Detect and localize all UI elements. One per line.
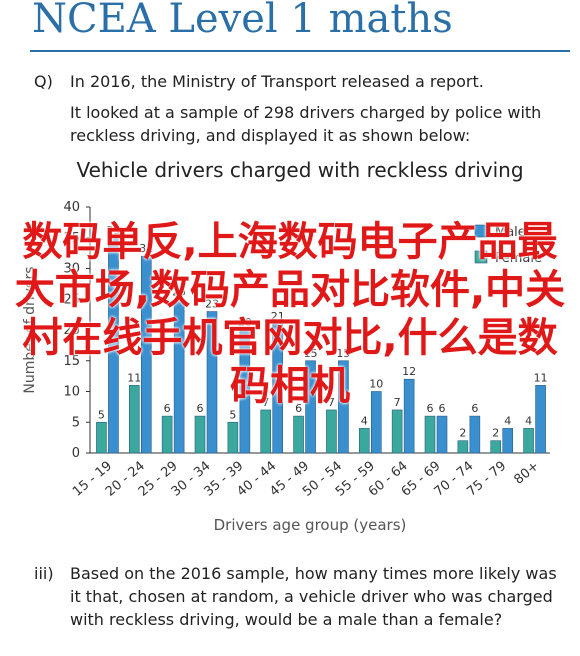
value-label: 7: [262, 396, 269, 409]
bar: [436, 415, 448, 454]
value-label: 5: [98, 408, 105, 421]
bar: [272, 323, 284, 454]
x-axis-label: Drivers age group (years): [214, 516, 407, 534]
value-label: 6: [197, 402, 204, 415]
bar: [490, 440, 502, 454]
x-tick-label: 80+: [511, 459, 542, 488]
bar: [108, 237, 119, 454]
legend-swatch: [474, 250, 488, 264]
y-axis-label: Number of drivers: [22, 266, 38, 393]
title-rule: [30, 50, 570, 52]
value-label: 6: [164, 402, 171, 415]
value-label: 11: [534, 371, 548, 384]
watermark-text: 数码单反,上海数码电子产品最大市场,数码产品对比软件,中关村在线手机官网对比,什…: [14, 219, 566, 409]
value-label: 6: [439, 402, 446, 415]
y-tick-label: 15: [63, 354, 80, 369]
value-label: 35: [106, 224, 120, 237]
value-label: 25: [172, 285, 186, 298]
chart: Vehicle drivers charged with reckless dr…: [22, 158, 550, 534]
bar: [338, 360, 349, 454]
bar: [502, 428, 514, 454]
value-label: 15: [304, 347, 318, 360]
value-label: 7: [328, 396, 335, 409]
bar: [469, 415, 481, 454]
bar: [161, 415, 173, 454]
value-label: 4: [525, 414, 532, 427]
y-tick-label: 0: [72, 446, 80, 461]
y-tick-label: 30: [63, 262, 80, 277]
value-label: 6: [427, 402, 434, 415]
y-tick-label: 40: [63, 200, 80, 215]
value-label: 23: [205, 298, 219, 311]
bar: [206, 311, 218, 454]
value-label: 7: [394, 396, 401, 409]
y-tick-label: 25: [63, 292, 80, 307]
bar: [305, 360, 316, 454]
legend-label: Female: [495, 251, 542, 266]
value-label: 6: [295, 402, 302, 415]
bar: [293, 415, 304, 454]
value-label: 5: [229, 408, 236, 421]
value-label: 4: [361, 414, 368, 427]
bar: [326, 409, 337, 454]
legend-label: Male: [495, 225, 526, 240]
bar: [140, 255, 152, 454]
value-label: 21: [271, 310, 285, 323]
question-number: Q): [34, 72, 53, 91]
y-tick-label: 5: [72, 415, 80, 430]
value-label: 20: [238, 316, 252, 329]
value-label: 11: [127, 371, 141, 384]
bar: [457, 440, 469, 454]
value-label: 15: [336, 347, 350, 360]
value-label: 12: [402, 365, 416, 378]
bar: [403, 378, 415, 454]
value-label: 6: [471, 402, 478, 415]
bar: [194, 415, 206, 454]
bar: [173, 298, 185, 454]
bar: [260, 409, 272, 454]
bar: [239, 329, 251, 454]
bar: [523, 428, 534, 454]
question-text: In 2016, the Ministry of Transport relea…: [70, 72, 484, 91]
value-label: 2: [459, 427, 466, 440]
question-text: It looked at a sample of 298 drivers cha…: [70, 103, 542, 145]
y-tick-label: 10: [63, 385, 80, 400]
y-tick-label: 35: [63, 231, 80, 246]
bar: [391, 409, 403, 454]
value-label: 4: [504, 414, 511, 427]
bar: [128, 385, 140, 454]
legend-swatch: [474, 224, 488, 238]
bar: [535, 385, 546, 454]
bar: [358, 428, 370, 454]
bar: [424, 415, 436, 454]
bar: [96, 421, 107, 454]
y-tick-label: 20: [63, 323, 80, 338]
part-number: iii): [34, 564, 54, 583]
bar: [227, 421, 239, 454]
value-label: 10: [369, 378, 383, 391]
value-label: 2: [492, 427, 499, 440]
part-text: Based on the 2016 sample, how many times…: [70, 564, 557, 629]
bar: [370, 391, 382, 454]
chart-title: Vehicle drivers charged with reckless dr…: [76, 158, 523, 182]
value-label: 32: [139, 242, 153, 255]
page-title: NCEA Level 1 maths: [32, 0, 453, 42]
